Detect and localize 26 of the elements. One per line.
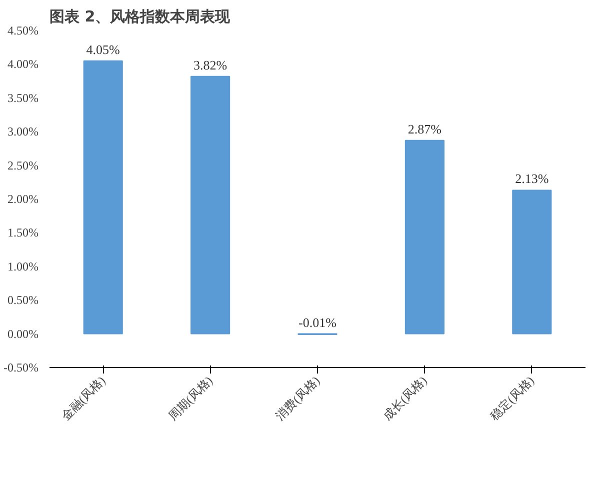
x-tick-label: 金融(风格) [58, 374, 108, 424]
x-tick-label: 稳定(风格) [487, 374, 537, 424]
bar [83, 60, 123, 334]
data-label: -0.01% [298, 314, 337, 330]
x-tick-label: 成长(风格) [380, 374, 430, 424]
y-tick-label: 2.50% [8, 158, 39, 172]
data-label: 2.87% [408, 121, 442, 136]
chart-title: 图表 2、风格指数本周表现 [50, 8, 232, 26]
bar [512, 190, 552, 334]
y-tick-label: 4.00% [8, 57, 39, 72]
bar [404, 140, 444, 334]
y-tick-label: 0.00% [8, 326, 39, 341]
y-tick-label: 2.00% [8, 192, 39, 206]
y-tick-label: 0.50% [8, 293, 39, 308]
data-label: 2.13% [515, 171, 549, 186]
data-label: 3.82% [194, 57, 228, 72]
y-tick-label: 1.00% [8, 259, 39, 274]
data-label: 4.05% [86, 42, 120, 57]
y-tick-label: 4.50% [8, 24, 39, 38]
x-tick-label: 周期(风格) [166, 374, 216, 424]
bar [190, 76, 230, 334]
x-tick-label: 消费(风格) [272, 374, 322, 424]
y-tick-label: 3.00% [8, 124, 39, 139]
y-tick-label: 3.50% [8, 90, 39, 105]
y-tick-label: 1.50% [8, 226, 39, 240]
y-tick-label: -0.50% [4, 360, 39, 374]
